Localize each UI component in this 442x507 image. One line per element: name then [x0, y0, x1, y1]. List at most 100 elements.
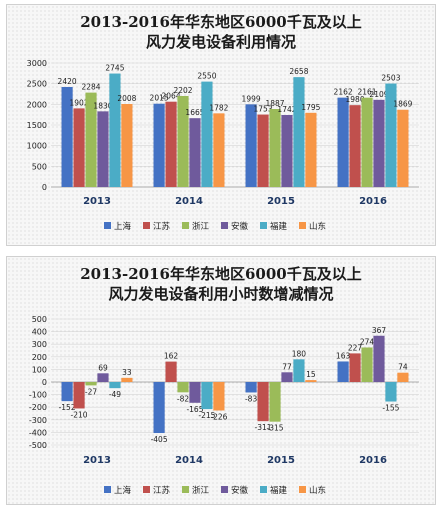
bar — [165, 101, 177, 187]
data-label: 2284 — [81, 83, 100, 92]
legend-label: 山东 — [309, 485, 326, 496]
legend-swatch — [299, 486, 306, 493]
data-label: -311 — [255, 423, 272, 432]
data-label: 1887 — [265, 99, 284, 108]
bar — [213, 113, 225, 187]
data-label: 1902 — [70, 98, 89, 107]
data-label: 2550 — [197, 72, 216, 81]
data-label: -49 — [109, 390, 121, 399]
legend-swatch — [221, 486, 228, 493]
data-label: 2064 — [162, 92, 181, 101]
plot-area: -500 -400 -300 -200 -100 0 100 200 300 400 500 -152… — [29, 315, 419, 496]
x-tick-label: 2013 — [83, 455, 111, 466]
bar — [397, 109, 409, 187]
y-tick-label: -500 — [29, 441, 47, 450]
bar — [305, 380, 317, 382]
legend-swatch — [260, 222, 267, 229]
chart-panel-change: 2013-2016年华东地区6000千瓦及以上 风力发电设备利用小时数增减情况 … — [6, 256, 436, 505]
bar — [281, 372, 293, 382]
y-tick-label: 400 — [32, 328, 47, 337]
y-tick-label: -100 — [29, 391, 47, 400]
legend-swatch — [299, 222, 306, 229]
legend-swatch — [182, 222, 189, 229]
bar — [293, 359, 305, 382]
legend-swatch — [143, 222, 150, 229]
legend-label: 江苏 — [153, 221, 171, 232]
legend-label: 山东 — [309, 221, 326, 232]
legend-label: 福建 — [270, 485, 288, 496]
chart-title: 2013-2016年华东地区6000千瓦及以上 — [80, 265, 361, 283]
bar — [61, 382, 73, 402]
y-tick-label: -200 — [29, 403, 47, 412]
data-label: 15 — [306, 370, 316, 379]
bar — [373, 99, 385, 187]
bar — [97, 111, 109, 187]
y-tick-label: 0 — [42, 378, 47, 387]
legend-label: 安徽 — [231, 221, 249, 232]
bar — [165, 361, 177, 382]
data-label: -405 — [151, 435, 168, 444]
data-label: 1999 — [242, 94, 261, 103]
chart-subtitle: 风力发电设备利用情况 — [146, 33, 296, 51]
bar — [337, 97, 349, 187]
data-label: 1795 — [301, 103, 320, 112]
chart-panel-utilization: 2013-2016年华东地区6000千瓦及以上 风力发电设备利用情况 0 500 1… — [6, 4, 436, 246]
chart-utilization-hours: 2013-2016年华东地区6000千瓦及以上 风力发电设备利用情况 0 500 1… — [27, 13, 419, 232]
bar — [385, 83, 397, 187]
bar — [121, 104, 133, 187]
bar — [121, 377, 133, 382]
legend-swatch — [104, 222, 111, 229]
y-tick-label: 1000 — [27, 142, 47, 151]
data-label: 1869 — [393, 100, 412, 109]
bar — [245, 382, 257, 393]
bar — [397, 372, 409, 382]
bar — [153, 103, 165, 187]
data-label: 274 — [360, 337, 375, 346]
legend-label: 福建 — [270, 221, 288, 232]
data-label: 2745 — [105, 64, 124, 73]
bar — [73, 382, 85, 409]
data-label: -27 — [85, 387, 97, 396]
data-label: 74 — [398, 363, 408, 372]
bar — [61, 86, 73, 187]
y-tick-label: 3000 — [27, 59, 47, 68]
legend-label: 上海 — [114, 221, 132, 232]
y-tick-label: -300 — [29, 416, 47, 425]
bar — [361, 97, 373, 187]
data-label: 2658 — [289, 67, 308, 76]
legend-swatch — [104, 486, 111, 493]
bar — [213, 382, 225, 411]
x-tick-label: 2013 — [83, 196, 111, 207]
legend-label: 上海 — [114, 485, 132, 496]
data-label: 227 — [348, 343, 363, 352]
y-tick-label: 0 — [42, 183, 47, 192]
bar — [153, 382, 165, 434]
data-label: -82 — [177, 394, 189, 403]
data-label: -165 — [186, 405, 203, 414]
legend-label: 江苏 — [153, 485, 171, 496]
bar — [201, 382, 213, 410]
bar — [97, 373, 109, 382]
bar — [85, 92, 97, 187]
data-label: 1782 — [209, 103, 228, 112]
legend-swatch — [260, 486, 267, 493]
data-label: 33 — [122, 368, 132, 377]
data-label: -226 — [210, 412, 227, 421]
data-label: -152 — [59, 403, 76, 412]
data-label: 77 — [282, 362, 292, 371]
bar — [269, 109, 281, 187]
bar — [189, 118, 201, 187]
bar — [257, 382, 269, 422]
legend-swatch — [221, 222, 228, 229]
data-label: 367 — [372, 326, 387, 335]
chart-subtitle: 风力发电设备利用小时数增减情况 — [108, 285, 333, 303]
legend-label: 浙江 — [192, 485, 210, 496]
data-label: -83 — [245, 394, 257, 403]
bar — [257, 114, 269, 187]
bar — [337, 361, 349, 382]
data-label: 1742 — [277, 105, 296, 114]
y-tick-label: 2500 — [27, 80, 47, 89]
bar — [361, 347, 373, 382]
data-label: 2015 — [150, 94, 169, 103]
x-tick-label: 2015 — [267, 196, 295, 207]
